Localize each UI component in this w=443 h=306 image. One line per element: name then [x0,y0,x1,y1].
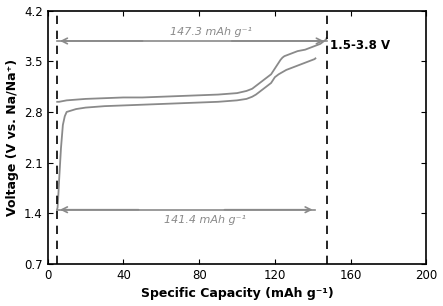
Text: 141.4 mAh g⁻¹: 141.4 mAh g⁻¹ [164,215,246,225]
Text: 147.3 mAh g⁻¹: 147.3 mAh g⁻¹ [170,27,252,37]
Text: 1.5-3.8 V: 1.5-3.8 V [330,39,390,52]
X-axis label: Specific Capacity (mAh g⁻¹): Specific Capacity (mAh g⁻¹) [140,287,334,300]
Y-axis label: Voltage (V vs. Na/Na⁺): Voltage (V vs. Na/Na⁺) [6,59,19,216]
